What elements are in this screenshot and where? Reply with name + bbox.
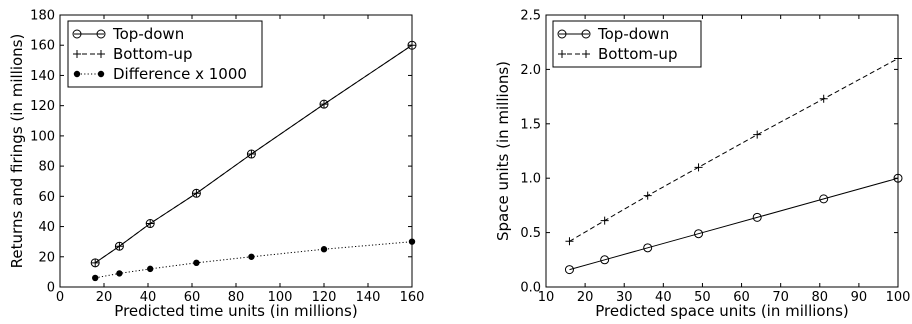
x-tick-label: 20	[96, 290, 113, 305]
y-tick-label: 0.0	[520, 281, 541, 296]
series-line	[569, 58, 899, 242]
legend-marker	[557, 29, 567, 39]
legend-marker	[581, 29, 591, 39]
x-tick-label: 80	[812, 290, 829, 305]
data-point	[643, 243, 653, 253]
data-point	[146, 265, 154, 273]
data-point	[248, 253, 255, 260]
x-tick-label: 50	[694, 290, 711, 305]
y-tick-label: 140	[30, 69, 55, 84]
y-tick-label: 0	[47, 281, 55, 296]
x-tick-label: 160	[400, 290, 425, 305]
legend-marker	[73, 70, 81, 78]
y-tick-label: 100	[30, 129, 55, 144]
data-point	[247, 150, 256, 159]
plot-frame	[545, 14, 899, 288]
series-bottom-up	[565, 54, 902, 246]
legend-label: Bottom-up	[598, 45, 677, 63]
x-axis-label: Predicted space units (in millions)	[595, 302, 849, 320]
y-tick-label: 0.5	[520, 226, 541, 241]
y-axis-label: Space units (in millions)	[494, 61, 512, 241]
y-tick-label: 180	[30, 9, 55, 24]
y-tick-label: 160	[30, 39, 55, 54]
x-tick-label: 30	[616, 290, 633, 305]
x-tick-label: 120	[312, 290, 337, 305]
x-tick-label: 80	[228, 290, 245, 305]
x-tick-label: 60	[733, 290, 750, 305]
chart-1: 0 20 40 60 80 100 120 140 160 0 20 40 60 80 100 120 140 1…	[8, 9, 424, 321]
data-point	[320, 246, 328, 253]
data-point	[694, 229, 704, 239]
y-tick-label: 120	[30, 99, 55, 114]
x-tick-label: 0	[56, 290, 64, 305]
data-point	[600, 255, 610, 265]
data-point	[116, 270, 123, 277]
series-line	[569, 177, 899, 271]
legend-marker	[97, 50, 105, 58]
data-point	[819, 194, 829, 204]
data-point	[91, 274, 99, 282]
data-point	[565, 237, 574, 246]
legend-label: Top-down	[597, 25, 669, 43]
data-point	[564, 265, 574, 275]
x-tick-label: 10	[538, 290, 555, 305]
y-tick-label: 40	[38, 220, 55, 235]
data-point	[193, 259, 200, 267]
series-line	[95, 241, 413, 279]
y-tick-label: 80	[38, 160, 55, 175]
x-tick-label: 100	[886, 290, 911, 305]
data-point	[753, 130, 762, 139]
x-tick-label: 40	[655, 290, 672, 305]
legend: Top-down Bottom-up	[552, 20, 702, 68]
data-point	[600, 216, 609, 225]
y-tick-label: 1.5	[520, 117, 541, 132]
data-point	[192, 189, 201, 198]
legend-label: Bottom-up	[113, 45, 192, 63]
legend-marker	[72, 29, 82, 39]
x-tick-label: 70	[772, 290, 789, 305]
data-point	[643, 191, 652, 200]
y-axis-label: Returns and firings (in millions)	[8, 34, 26, 269]
data-point	[694, 163, 703, 172]
data-point	[115, 242, 124, 251]
data-point	[146, 219, 155, 228]
y-tick-label: 2.5	[520, 9, 541, 24]
legend-box	[552, 20, 702, 68]
chart-2: 10 20 30 40 50 60 70 80 90 100 0.0 0.5 1.0 1.5 2.0 2.5 P…	[494, 9, 910, 321]
x-tick-label: 60	[184, 290, 201, 305]
data-point	[91, 258, 100, 267]
x-tick-label: 20	[577, 290, 594, 305]
data-point	[819, 94, 828, 103]
x-tick-label: 100	[268, 290, 293, 305]
series-top-down	[564, 173, 903, 275]
data-point	[320, 100, 328, 109]
legend: Top-down Bottom-up Difference x 1000	[67, 20, 263, 88]
legend-marker	[96, 29, 106, 39]
legend-marker	[582, 50, 590, 58]
legend-marker	[558, 50, 566, 58]
data-point	[752, 212, 762, 222]
legend-label: Top-down	[112, 25, 184, 43]
legend-marker	[97, 70, 105, 78]
y-tick-label: 60	[38, 190, 55, 205]
y-tick-label: 20	[38, 250, 55, 265]
legend-marker	[73, 50, 81, 58]
y-tick-label: 1.0	[520, 172, 541, 187]
x-tick-label: 90	[851, 290, 868, 305]
x-tick-label: 40	[140, 290, 157, 305]
x-axis-label: Predicted time units (in millions)	[114, 302, 357, 320]
legend-label: Difference x 1000	[113, 65, 247, 83]
y-tick-label: 2.0	[520, 63, 541, 78]
x-tick-label: 140	[356, 290, 381, 305]
series-difference-x-1000	[91, 238, 416, 282]
